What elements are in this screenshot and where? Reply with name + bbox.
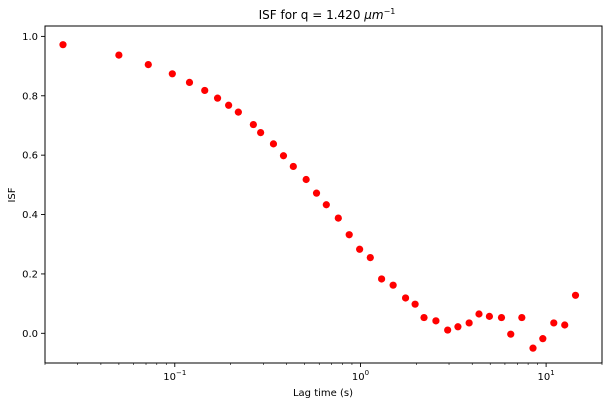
y-tick-label-2: 0.4 [22, 210, 38, 221]
y-tick-label-0: 0.0 [22, 329, 38, 340]
data-point-5 [201, 86, 209, 95]
data-point-2 [144, 61, 152, 69]
data-point-6 [213, 94, 222, 102]
data-point-26 [432, 317, 440, 325]
data-point-30 [475, 310, 483, 318]
data-point-25 [420, 313, 428, 322]
x-axis-ticks: 10−1 100 101 [44, 363, 603, 383]
data-point-36 [539, 335, 547, 343]
data-point-31 [485, 312, 494, 320]
data-point-22 [389, 281, 397, 289]
data-point-27 [444, 326, 452, 334]
data-point-23 [401, 294, 410, 302]
x-tick-label-0: 10−1 [163, 369, 186, 383]
data-point-1 [115, 51, 123, 59]
data-point-21 [378, 275, 386, 283]
y-axis-ticks: 0.0 0.2 0.4 0.6 0.8 1.0 [22, 32, 45, 340]
data-point-16 [322, 201, 330, 209]
data-point-28 [454, 323, 462, 331]
y-tick-label-1: 0.2 [22, 269, 38, 280]
data-point-7 [225, 101, 233, 109]
data-point-32 [497, 313, 506, 322]
y-axis-label: ISF [7, 187, 18, 202]
data-point-34 [518, 313, 526, 322]
data-point-35 [529, 344, 537, 352]
y-tick-label-3: 0.6 [22, 151, 38, 162]
data-point-29 [465, 319, 473, 327]
y-tick-label-5: 1.0 [22, 32, 38, 43]
axes-frame [44, 25, 603, 364]
data-point-11 [269, 140, 278, 148]
data-point-18 [345, 231, 353, 239]
data-point-13 [289, 162, 297, 171]
data-point-9 [249, 120, 257, 129]
data-point-17 [334, 214, 342, 222]
x-axis-label: Lag time (s) [293, 388, 353, 399]
data-point-37 [550, 319, 558, 327]
data-point-12 [279, 152, 288, 160]
x-tick-label-1: 100 [352, 369, 369, 383]
data-point-10 [257, 128, 265, 137]
plot-area [59, 41, 580, 352]
data-point-3 [168, 70, 176, 78]
data-point-38 [561, 321, 569, 329]
y-tick-label-4: 0.8 [22, 91, 38, 102]
x-tick-label-2: 101 [538, 369, 555, 383]
data-point-33 [507, 330, 515, 338]
data-point-14 [302, 175, 310, 184]
data-point-19 [356, 245, 364, 253]
data-point-20 [366, 253, 374, 262]
data-point-39 [571, 291, 580, 299]
data-point-8 [234, 108, 242, 116]
data-point-4 [185, 78, 194, 87]
chart-title: ISF for q = 1.420 μm−1 [259, 7, 396, 22]
data-point-0 [59, 41, 67, 49]
data-point-15 [312, 189, 321, 197]
data-point-24 [411, 300, 419, 308]
